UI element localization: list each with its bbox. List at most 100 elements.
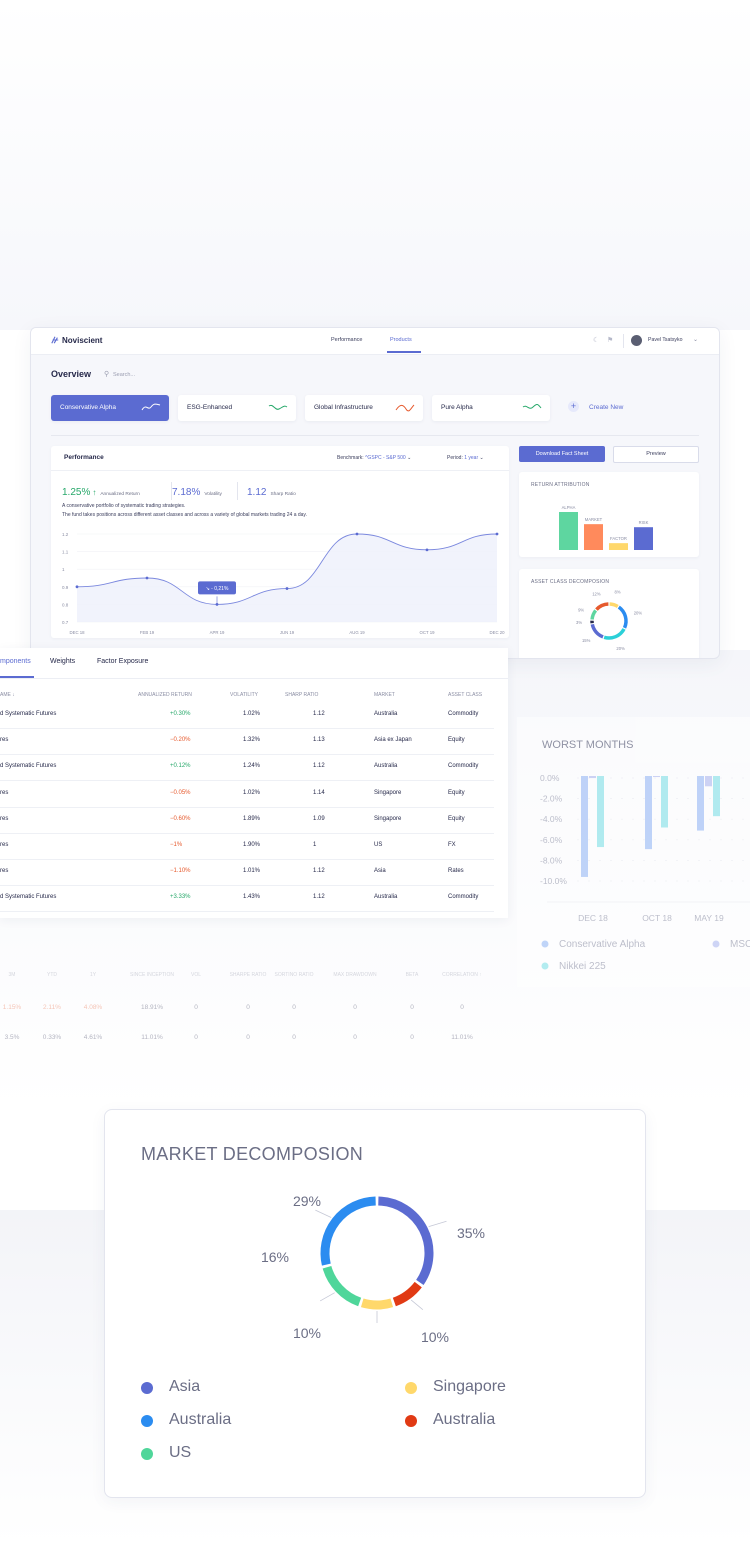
table-row[interactable]: d Systematic Futures +0.30% 1.02% 1.12 Austr…	[0, 702, 494, 729]
app-logo[interactable]: Noviscient	[51, 336, 102, 345]
return-attribution-card: RETURN ATTRIBUTION ALPHA MARKET FACTOR RISK	[519, 472, 699, 557]
product-card-conservative-alpha[interactable]: Conservative Alpha	[51, 395, 169, 421]
tab-factor-exposure[interactable]: Factor Exposure	[97, 658, 149, 665]
faded-cell: 4.08%	[83, 1004, 103, 1011]
create-new-button[interactable]: Create New	[589, 404, 624, 411]
cell-vol: 1.02%	[243, 711, 261, 717]
metric-value: 7.18%	[172, 487, 201, 498]
table-row[interactable]: d Systematic Futures +0.12% 1.24% 1.12 Austr…	[0, 754, 494, 782]
chevron-down-icon[interactable]: ⌄	[693, 337, 699, 343]
cell-asset: Rates	[448, 868, 464, 875]
data-point	[215, 603, 219, 606]
worst-months-bar-chart[interactable]: 0.0% -2.0% -4.0% -6.0% -8.0% -10.0% DEC 18 OCT …	[517, 717, 750, 987]
cell-sharp: 1.14	[313, 789, 325, 796]
faded-returns-table: 3M YTD 1Y SINCE INCEPTION VOL SHARPE RATIO SOR…	[0, 960, 500, 1060]
cell-ret: +0.30%	[170, 711, 191, 717]
table-row[interactable]: res −1.10% 1.01% 1.12 Asia Rates	[0, 859, 494, 887]
asset-class-donut-chart[interactable]: 8%20%20%15%3%9%12%Multi AssetCurrencyCom…	[519, 569, 699, 659]
user-name[interactable]: Pavel Tsatsyko	[648, 337, 683, 343]
column-header-annualized-return[interactable]: ANNUALIZED RETURN	[138, 692, 192, 698]
cell-sharp: 1.09	[313, 815, 325, 822]
fund-description: A conservative portfolio of systematic t…	[62, 502, 307, 520]
period-label: Period:	[447, 455, 463, 461]
cell-sharp: 1.12	[313, 763, 325, 770]
divider	[51, 435, 699, 436]
table-row[interactable]: res −0.20% 1.32% 1.13 Asia ex Japan Equity	[0, 728, 494, 756]
donut-slice	[609, 602, 619, 608]
table-row[interactable]: res −1% 1.90% 1 US FX	[0, 833, 494, 860]
y-tick-label: 0.8	[62, 602, 69, 607]
column-header-volatility[interactable]: VOLATILITY	[230, 692, 258, 698]
bell-icon[interactable]: ⚑	[607, 337, 614, 344]
donut-slice	[320, 1196, 376, 1266]
donut-slice	[360, 1298, 394, 1310]
y-tick-label: 0.7	[62, 620, 69, 625]
download-fact-sheet-button[interactable]: Download Fact Sheet	[519, 446, 605, 462]
logo-text: Noviscient	[62, 336, 103, 345]
search-icon[interactable]: ⚲	[104, 371, 110, 378]
product-name: Global Infrastructure	[314, 404, 373, 411]
cell-market: Asia ex Japan	[374, 737, 412, 744]
cell-vol: 1.43%	[243, 894, 261, 901]
attribution-bar	[609, 543, 628, 550]
y-tick-label: -4.0%	[540, 814, 563, 824]
cell-name: res	[0, 868, 9, 875]
return-attribution-chart[interactable]: ALPHA MARKET FACTOR RISK	[519, 472, 699, 557]
column-header-asset-class[interactable]: ASSET CLASS	[448, 692, 483, 698]
benchmark-select[interactable]: Benchmark: ^GSPC - S&P 500 ⌄	[337, 455, 411, 461]
legend-dot	[541, 962, 549, 970]
faded-cell: 0	[353, 1004, 357, 1011]
moon-icon[interactable]: ☾	[593, 337, 600, 344]
worst-month-bar	[705, 776, 712, 787]
product-name: ESG-Enhanced	[187, 404, 233, 411]
nav-products[interactable]: Products	[390, 337, 412, 343]
attribution-bar	[559, 512, 578, 550]
data-point	[355, 532, 359, 536]
cell-market: Australia	[374, 711, 398, 717]
column-header-sharp-ratio[interactable]: SHARP RATIO	[285, 692, 319, 698]
y-tick-label: 0.9	[62, 585, 69, 590]
table-row[interactable]: res −0.60% 1.89% 1.09 Singapore Equity	[0, 807, 494, 834]
product-card-esg-enhanced[interactable]: ESG-Enhanced	[178, 395, 296, 421]
product-name: Pure Alpha	[441, 404, 473, 411]
legend-dot-singapore	[405, 1382, 417, 1394]
product-card-global-infrastructure[interactable]: Global Infrastructure	[305, 395, 423, 421]
faded-header: 3M	[8, 972, 16, 978]
cell-asset: Commodity	[448, 763, 479, 770]
preview-button[interactable]: Preview	[613, 446, 699, 463]
cell-name: res	[0, 737, 9, 744]
tab-weights[interactable]: Weights	[50, 658, 76, 665]
metric-label: Volatility	[204, 492, 222, 497]
faded-cell: 2.11%	[43, 1004, 61, 1011]
cell-vol: 1.90%	[243, 842, 261, 848]
cell-name: d Systematic Futures	[0, 711, 57, 717]
plus-icon[interactable]: +	[568, 401, 579, 412]
slice-label: 9%	[578, 607, 584, 612]
faded-header: SORTINO RATIO	[274, 972, 314, 978]
column-header-name[interactable]: AME ↓	[0, 692, 15, 698]
x-tick-label: AUG 19	[349, 630, 365, 635]
x-tick-label: OCT 18	[642, 913, 672, 923]
nav-performance[interactable]: Performance	[331, 337, 363, 343]
faded-cell: 0	[292, 1034, 296, 1041]
product-card-pure-alpha[interactable]: Pure Alpha	[432, 395, 550, 421]
y-tick-label: 1	[62, 567, 65, 572]
search-input[interactable]: Search...	[113, 372, 136, 378]
sparkline-icon	[141, 403, 161, 411]
period-select[interactable]: Period: 1 year ⌄	[447, 455, 484, 461]
slice-label: 16%	[261, 1249, 289, 1265]
y-tick-label: 1.2	[62, 532, 69, 537]
background-top	[0, 0, 750, 330]
avatar[interactable]	[631, 335, 642, 346]
faded-header: SHARPE RATIO	[229, 972, 267, 978]
tab-components[interactable]: mponents	[0, 658, 31, 665]
column-header-market[interactable]: MARKET	[374, 692, 395, 698]
cell-sharp: 1	[313, 842, 317, 848]
cell-market: US	[374, 842, 383, 848]
table-row[interactable]: res −0.05% 1.02% 1.14 Singapore Equity	[0, 781, 494, 808]
market-donut-chart[interactable]: 35% 10% 10% 16% 29%	[105, 1170, 645, 1430]
table-row[interactable]: d Systematic Futures +3.33% 1.43% 1.12 Austr…	[0, 885, 494, 913]
faded-cell: 0	[246, 1004, 250, 1011]
faded-header: 1Y	[89, 972, 97, 978]
